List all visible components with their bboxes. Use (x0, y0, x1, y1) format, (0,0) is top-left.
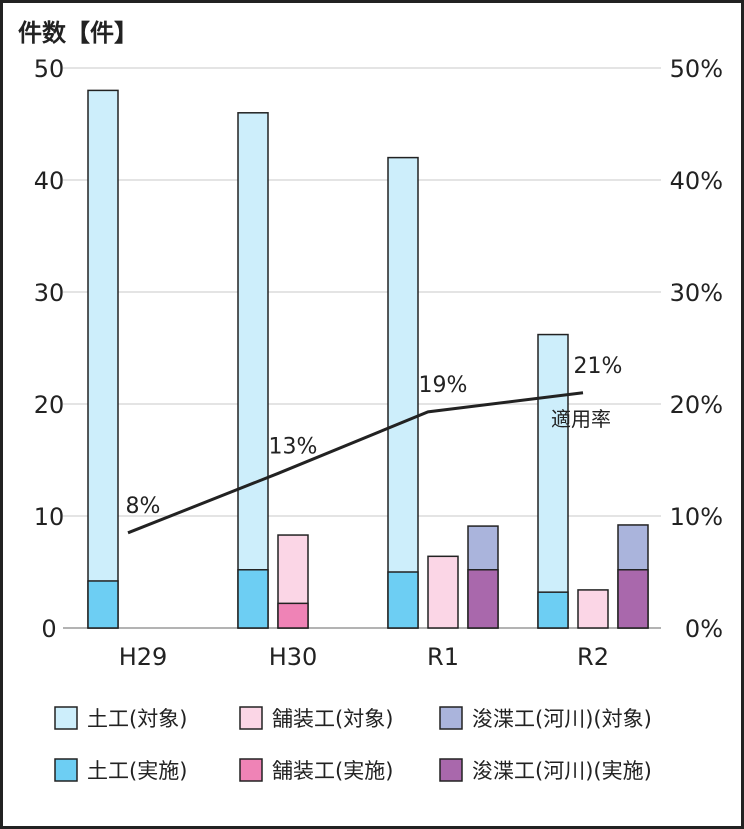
rate-data-label: 21% (574, 354, 623, 379)
legend-label: 浚渫工(河川)(対象) (472, 707, 652, 731)
legend-swatch (54, 706, 78, 730)
rate-bar-chart: 8% 13% 19% 21% 適用率 件数【件】 0 0% 10 10% 20 20% 30 30% 40… (18, 19, 723, 783)
bar-土工-target (537, 333, 569, 629)
y2-tick-label: 10% (670, 503, 723, 531)
y-tick-label: 30 (34, 279, 65, 307)
bar-土工-done (387, 571, 419, 629)
y-tick-label: 40 (34, 167, 65, 195)
legend-swatch (239, 758, 263, 782)
legend-label: 土工(実施) (87, 759, 187, 783)
bar-土工-done (87, 580, 119, 629)
y-tick-label: 50 (34, 55, 65, 83)
y-tick-label: 10 (34, 503, 65, 531)
legend-swatch (439, 706, 463, 730)
bar-土工-target (87, 89, 119, 629)
bar-舗装工-target (427, 555, 459, 629)
y-tick-label: 0 (41, 615, 56, 643)
y-axis-title: 件数【件】 (18, 19, 138, 47)
x-tick-label: H29 (119, 643, 168, 671)
bar-土工-done (537, 591, 569, 629)
rate-series-label: 適用率 (551, 407, 611, 431)
legend-label: 土工(対象) (87, 707, 187, 731)
legend-swatch (239, 706, 263, 730)
y2-tick-label: 40% (670, 167, 723, 195)
x-tick-label: R1 (427, 643, 459, 671)
axes: 件数【件】 0 0% 10 10% 20 20% 30 30% 40 40% 50 50% H29 H30 R… (18, 19, 723, 671)
bar-土工-target (237, 112, 269, 629)
x-tick-label: H30 (269, 643, 318, 671)
rate-line-path (127, 391, 584, 535)
y2-tick-label: 0% (685, 615, 723, 643)
legend-swatch (54, 758, 78, 782)
y2-tick-label: 50% (670, 55, 723, 83)
bar-舗装工-target (577, 589, 609, 629)
x-tick-label: R2 (577, 643, 609, 671)
rate-line: 8% 13% 19% 21% 適用率 (126, 354, 623, 535)
legend-label: 浚渫工(河川)(実施) (472, 759, 652, 783)
legend-label: 舗装工(実施) (272, 759, 393, 783)
rate-data-label: 8% (126, 494, 161, 519)
bar-土工-done (237, 569, 269, 629)
bar-土工-target (387, 156, 419, 629)
legend-swatch (439, 758, 463, 782)
y-tick-label: 20 (34, 391, 65, 419)
legend: 土工(対象) 舗装工(対象) 浚渫工(河川)(対象) 土工(実施) 舗装工(実施) 浚渫工… (54, 706, 652, 783)
bar-浚渫工-done (617, 569, 649, 629)
legend-label: 舗装工(対象) (272, 707, 393, 731)
bar-舗装工-done (277, 602, 309, 629)
rate-data-label: 19% (419, 373, 468, 398)
rate-data-label: 13% (269, 434, 318, 459)
bars (87, 89, 649, 629)
y2-tick-label: 30% (670, 279, 723, 307)
bar-浚渫工-done (467, 569, 499, 629)
gridlines (63, 67, 661, 629)
y2-tick-label: 20% (670, 391, 723, 419)
